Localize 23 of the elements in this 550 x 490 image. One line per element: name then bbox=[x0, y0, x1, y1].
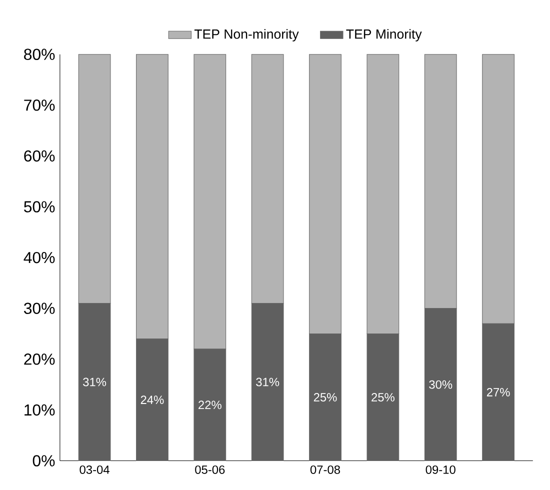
legend-label: TEP Minority bbox=[346, 29, 422, 42]
y-tick-label: 10% bbox=[24, 404, 55, 416]
y-tick-label: 70% bbox=[24, 100, 55, 111]
y-tick-label: 40% bbox=[24, 252, 55, 264]
y-tick-label: 0% bbox=[32, 455, 55, 466]
data-label: 27% bbox=[486, 388, 510, 396]
x-tick-label: 09-10 bbox=[426, 465, 456, 474]
y-tick-label: 50% bbox=[24, 201, 55, 212]
y-tick-label: 20% bbox=[24, 354, 55, 365]
data-label: 25% bbox=[372, 393, 394, 402]
data-label: 31% bbox=[83, 378, 106, 386]
data-label: 30% bbox=[429, 380, 452, 389]
data-label: 24% bbox=[140, 396, 164, 404]
y-tick-label: 60% bbox=[24, 150, 55, 162]
x-tick-label: 05-06 bbox=[195, 465, 225, 474]
y-tick-label: 80% bbox=[24, 48, 55, 60]
x-tick-label: 07-08 bbox=[310, 465, 340, 474]
x-tick-label: 03-04 bbox=[80, 465, 110, 474]
legend-label: TEP Non-minority bbox=[194, 29, 299, 42]
data-label: 22% bbox=[198, 400, 222, 410]
data-label: 25% bbox=[314, 393, 337, 402]
y-tick-label: 30% bbox=[24, 302, 55, 314]
data-label: 31% bbox=[256, 378, 280, 386]
